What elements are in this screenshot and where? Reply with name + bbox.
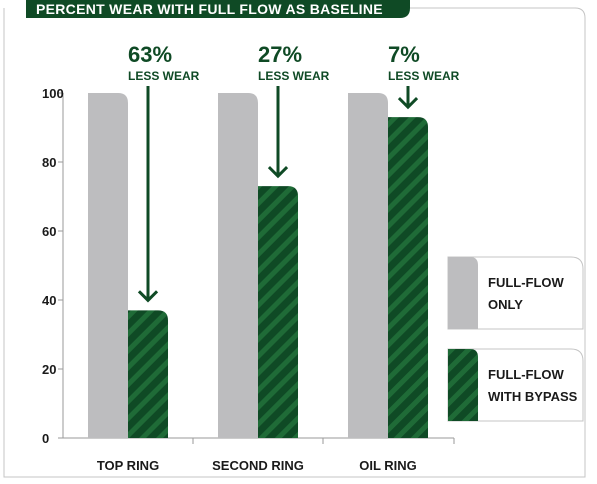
annotation-arrow-head [397,97,419,110]
y-tick-label: 80 [42,155,56,170]
bar-full-flow-only [218,93,258,438]
legend: FULL-FLOW ONLY FULL-FLOW WITH BYPASS [447,256,584,422]
legend-label: FULL-FLOW [488,367,565,382]
annotation-arrow-head [137,290,159,303]
legend-box [447,348,584,422]
legend-box [447,256,584,330]
title-tab [26,0,410,18]
bar-full-flow-with-bypass [128,310,168,438]
y-tick-label: 40 [42,293,56,308]
y-tick-label: 60 [42,224,56,239]
plot-area: 0 20 40 60 80 100 TOP RING 63% LESS WEAR SECOND R… [42,42,460,473]
y-tick-label: 100 [42,86,64,101]
annotation-percent: 27% [258,42,302,67]
bar-full-flow-only [88,93,128,438]
bar-full-flow-with-bypass [388,117,428,439]
legend-label: WITH BYPASS [488,389,578,404]
annotation-less-wear: LESS WEAR [258,69,330,83]
x-category-label: TOP RING [97,458,159,473]
annotation-percent: 7% [388,42,420,67]
annotation-percent: 63% [128,42,172,67]
y-tick-label: 20 [42,362,56,377]
annotation-less-wear: LESS WEAR [388,69,460,83]
y-tick-label: 0 [42,431,49,446]
chart-title: PERCENT WEAR WITH FULL FLOW AS BASELINE [36,1,383,17]
x-category-label: SECOND RING [212,458,304,473]
legend-swatch-full-flow-with-bypass [448,349,478,421]
chart-frame [3,7,586,478]
legend-label: ONLY [488,297,523,312]
legend-label: FULL-FLOW [488,275,565,290]
bar-full-flow-only [348,93,388,438]
legend-swatch-full-flow-only [448,257,478,329]
annotation-arrow-head [267,166,289,179]
x-category-label: OIL RING [359,458,417,473]
annotation-less-wear: LESS WEAR [128,69,200,83]
bar-full-flow-with-bypass [258,186,298,438]
